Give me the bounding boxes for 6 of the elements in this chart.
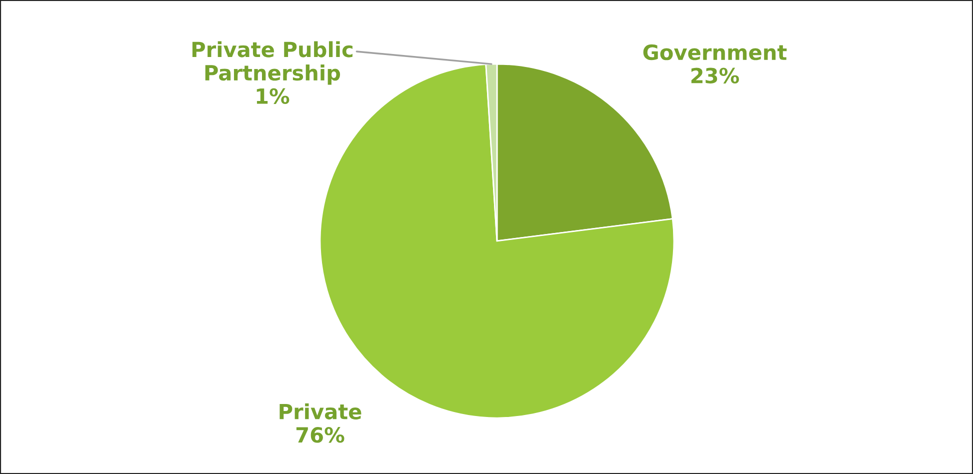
data-label: 23%: [691, 68, 739, 84]
data-label: 1%: [256, 88, 290, 104]
slice-label: Private: [280, 403, 362, 420]
data-label: 76%: [296, 427, 344, 443]
slice-label: Private Public Partnership: [192, 41, 352, 85]
slice-label: Government: [643, 44, 787, 60]
